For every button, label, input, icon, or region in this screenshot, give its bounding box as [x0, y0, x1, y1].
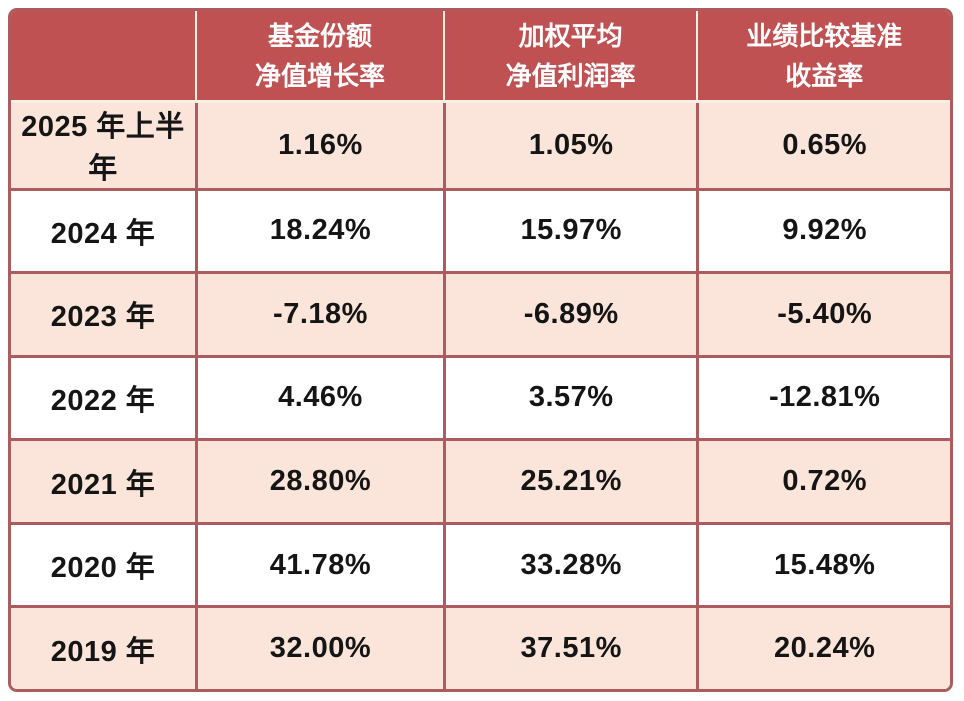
weighted-profit-cell: 33.28% — [442, 521, 697, 606]
weighted-profit-cell: 3.57% — [442, 354, 697, 439]
benchmark-cell: 20.24% — [696, 605, 950, 689]
benchmark-cell: 0.72% — [696, 438, 950, 522]
nav-growth-cell: 28.80% — [195, 438, 443, 522]
nav-growth-cell: 32.00% — [195, 605, 443, 689]
period-cell: 2019 年 — [11, 605, 196, 689]
nav-growth-cell: 1.16% — [195, 103, 443, 188]
period-cell: 2021 年 — [11, 438, 196, 522]
nav-growth-cell: 4.46% — [195, 354, 443, 439]
benchmark-cell: 9.92% — [696, 187, 950, 272]
period-cell: 2025 年上半年 — [11, 103, 196, 188]
period-cell: 2024 年 — [11, 187, 196, 272]
benchmark-cell: -12.81% — [696, 354, 950, 439]
header-cell-nav-growth: 基金份额 净值增长率 — [195, 11, 443, 103]
nav-growth-cell: 18.24% — [195, 187, 443, 272]
table-row-2022: 2022 年 4.46% 3.57% -12.81% — [11, 354, 950, 439]
period-cell: 2023 年 — [11, 271, 196, 355]
header-cell-period — [11, 11, 196, 103]
table-row-2019: 2019 年 32.00% 37.51% 20.24% — [11, 605, 950, 689]
header-cell-weighted-profit: 加权平均 净值利润率 — [442, 11, 697, 103]
table-header: 基金份额 净值增长率 加权平均 净值利润率 业绩比较基准 收益率 — [11, 11, 950, 103]
header-cell-benchmark: 业绩比较基准 收益率 — [696, 11, 950, 103]
nav-growth-cell: 41.78% — [195, 521, 443, 606]
period-cell: 2022 年 — [11, 354, 196, 439]
weighted-profit-cell: 1.05% — [442, 103, 697, 188]
header-weighted-profit-line1: 加权平均 — [518, 20, 623, 51]
header-row: 基金份额 净值增长率 加权平均 净值利润率 业绩比较基准 收益率 — [11, 11, 950, 103]
weighted-profit-cell: 25.21% — [442, 438, 697, 522]
table-row-2024: 2024 年 18.24% 15.97% 9.92% — [11, 187, 950, 272]
benchmark-cell: 15.48% — [696, 521, 950, 606]
table-row-2021: 2021 年 28.80% 25.21% 0.72% — [11, 438, 950, 522]
table-row-2023: 2023 年 -7.18% -6.89% -5.40% — [11, 271, 950, 355]
weighted-profit-cell: 15.97% — [442, 187, 697, 272]
header-benchmark-line2: 收益率 — [785, 60, 864, 91]
header-benchmark-line1: 业绩比较基准 — [746, 20, 903, 51]
fund-performance-table: 基金份额 净值增长率 加权平均 净值利润率 业绩比较基准 收益率 2025 年上… — [11, 11, 950, 689]
table-body: 2025 年上半年 1.16% 1.05% 0.65% 2024 年 18.24… — [11, 103, 950, 689]
performance-table-container: 基金份额 净值增长率 加权平均 净值利润率 业绩比较基准 收益率 2025 年上… — [8, 8, 953, 692]
header-nav-growth-line2: 净值增长率 — [254, 60, 385, 91]
table-row-2020: 2020 年 41.78% 33.28% 15.48% — [11, 521, 950, 606]
nav-growth-cell: -7.18% — [195, 271, 443, 355]
weighted-profit-cell: -6.89% — [442, 271, 697, 355]
header-nav-growth-line1: 基金份额 — [267, 20, 372, 51]
table-row-2025h1: 2025 年上半年 1.16% 1.05% 0.65% — [11, 103, 950, 188]
header-weighted-profit-line2: 净值利润率 — [505, 60, 636, 91]
period-cell: 2020 年 — [11, 521, 196, 606]
weighted-profit-cell: 37.51% — [442, 605, 697, 689]
benchmark-cell: -5.40% — [696, 271, 950, 355]
benchmark-cell: 0.65% — [696, 103, 950, 188]
